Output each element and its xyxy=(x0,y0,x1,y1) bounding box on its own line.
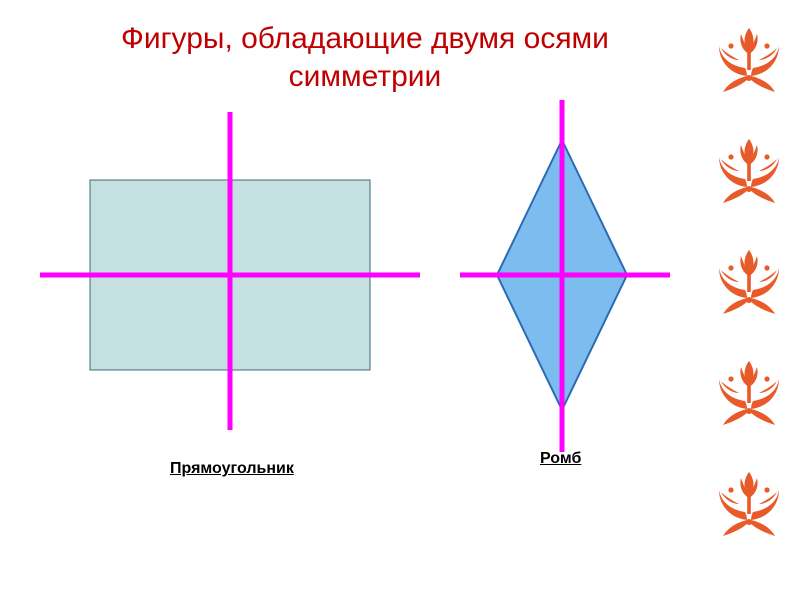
ornament-icon xyxy=(709,464,789,544)
ornament xyxy=(709,131,789,216)
ornament xyxy=(709,353,789,438)
rhombus-label: Ромб xyxy=(540,450,581,468)
ornament xyxy=(709,20,789,105)
diagram-svg xyxy=(0,100,800,520)
ornament-icon xyxy=(709,242,789,322)
ornament-column xyxy=(706,20,792,549)
ornament-icon xyxy=(709,20,789,100)
diagram-area xyxy=(0,100,800,520)
ornament-icon xyxy=(709,131,789,211)
ornament xyxy=(709,242,789,327)
ornament-icon xyxy=(709,353,789,433)
page-title: Фигуры, обладающие двумя осями симметрии xyxy=(50,20,680,95)
ornament xyxy=(709,464,789,549)
rectangle-label: Прямоугольник xyxy=(170,460,294,478)
title-text: Фигуры, обладающие двумя осями симметрии xyxy=(121,22,609,93)
